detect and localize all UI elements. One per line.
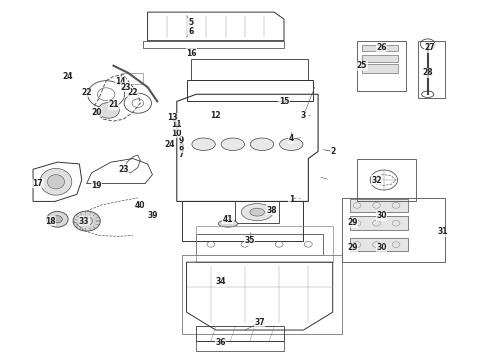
Text: 2: 2: [330, 147, 335, 156]
Text: 24: 24: [62, 72, 73, 81]
Ellipse shape: [280, 138, 303, 150]
Text: 10: 10: [172, 129, 182, 138]
Text: 3: 3: [301, 111, 306, 120]
Text: 17: 17: [33, 179, 43, 188]
Text: 14: 14: [116, 77, 126, 86]
Text: 7: 7: [179, 150, 184, 159]
Text: 36: 36: [216, 338, 226, 347]
Text: 11: 11: [172, 120, 182, 129]
Bar: [121, 73, 143, 84]
Bar: [418, 41, 445, 98]
Text: 28: 28: [422, 68, 433, 77]
Text: 9: 9: [179, 136, 184, 145]
Bar: [196, 226, 333, 262]
Text: 30: 30: [376, 211, 387, 220]
Bar: [362, 55, 398, 62]
Text: 30: 30: [376, 243, 387, 252]
Bar: [350, 216, 408, 230]
Ellipse shape: [242, 203, 273, 221]
Text: 8: 8: [179, 143, 184, 152]
Text: 5: 5: [189, 18, 194, 27]
Text: 38: 38: [267, 206, 277, 215]
Text: 25: 25: [357, 61, 367, 70]
Text: 4: 4: [289, 134, 294, 143]
Text: 33: 33: [79, 217, 90, 226]
Text: 29: 29: [347, 219, 357, 228]
Text: 18: 18: [45, 217, 55, 226]
Ellipse shape: [250, 208, 265, 216]
Bar: [350, 199, 408, 212]
Bar: [343, 198, 445, 262]
Ellipse shape: [250, 138, 274, 150]
Bar: [362, 64, 398, 73]
Text: 15: 15: [279, 97, 289, 106]
Circle shape: [47, 211, 68, 227]
Circle shape: [98, 103, 119, 118]
Text: 23: 23: [118, 165, 128, 174]
Ellipse shape: [221, 138, 245, 150]
Text: 39: 39: [147, 211, 158, 220]
Text: 1: 1: [289, 195, 294, 204]
Text: 34: 34: [216, 277, 226, 286]
Bar: [357, 158, 416, 202]
Text: 35: 35: [245, 236, 255, 245]
Text: 22: 22: [81, 88, 92, 97]
Text: 32: 32: [371, 176, 382, 185]
Ellipse shape: [40, 168, 72, 195]
Text: 29: 29: [347, 243, 357, 252]
Text: 26: 26: [376, 43, 387, 52]
Text: 20: 20: [91, 108, 101, 117]
Ellipse shape: [48, 175, 65, 189]
Text: 19: 19: [91, 181, 101, 190]
Bar: [362, 45, 398, 51]
Text: 27: 27: [425, 43, 436, 52]
Text: 37: 37: [254, 318, 265, 327]
Circle shape: [73, 211, 100, 231]
Text: 41: 41: [222, 215, 233, 224]
Text: 22: 22: [128, 88, 138, 97]
Ellipse shape: [218, 220, 238, 227]
Circle shape: [52, 216, 62, 223]
Text: 31: 31: [437, 227, 447, 236]
Text: 40: 40: [135, 201, 146, 210]
Text: 24: 24: [164, 140, 175, 149]
Ellipse shape: [192, 138, 215, 150]
Bar: [182, 255, 343, 334]
Bar: [350, 238, 408, 251]
Text: 13: 13: [167, 113, 177, 122]
Text: 21: 21: [108, 100, 119, 109]
Text: 23: 23: [121, 83, 131, 92]
Text: 6: 6: [189, 27, 194, 36]
Text: 16: 16: [186, 49, 196, 58]
Bar: [357, 41, 406, 91]
Text: 12: 12: [211, 111, 221, 120]
